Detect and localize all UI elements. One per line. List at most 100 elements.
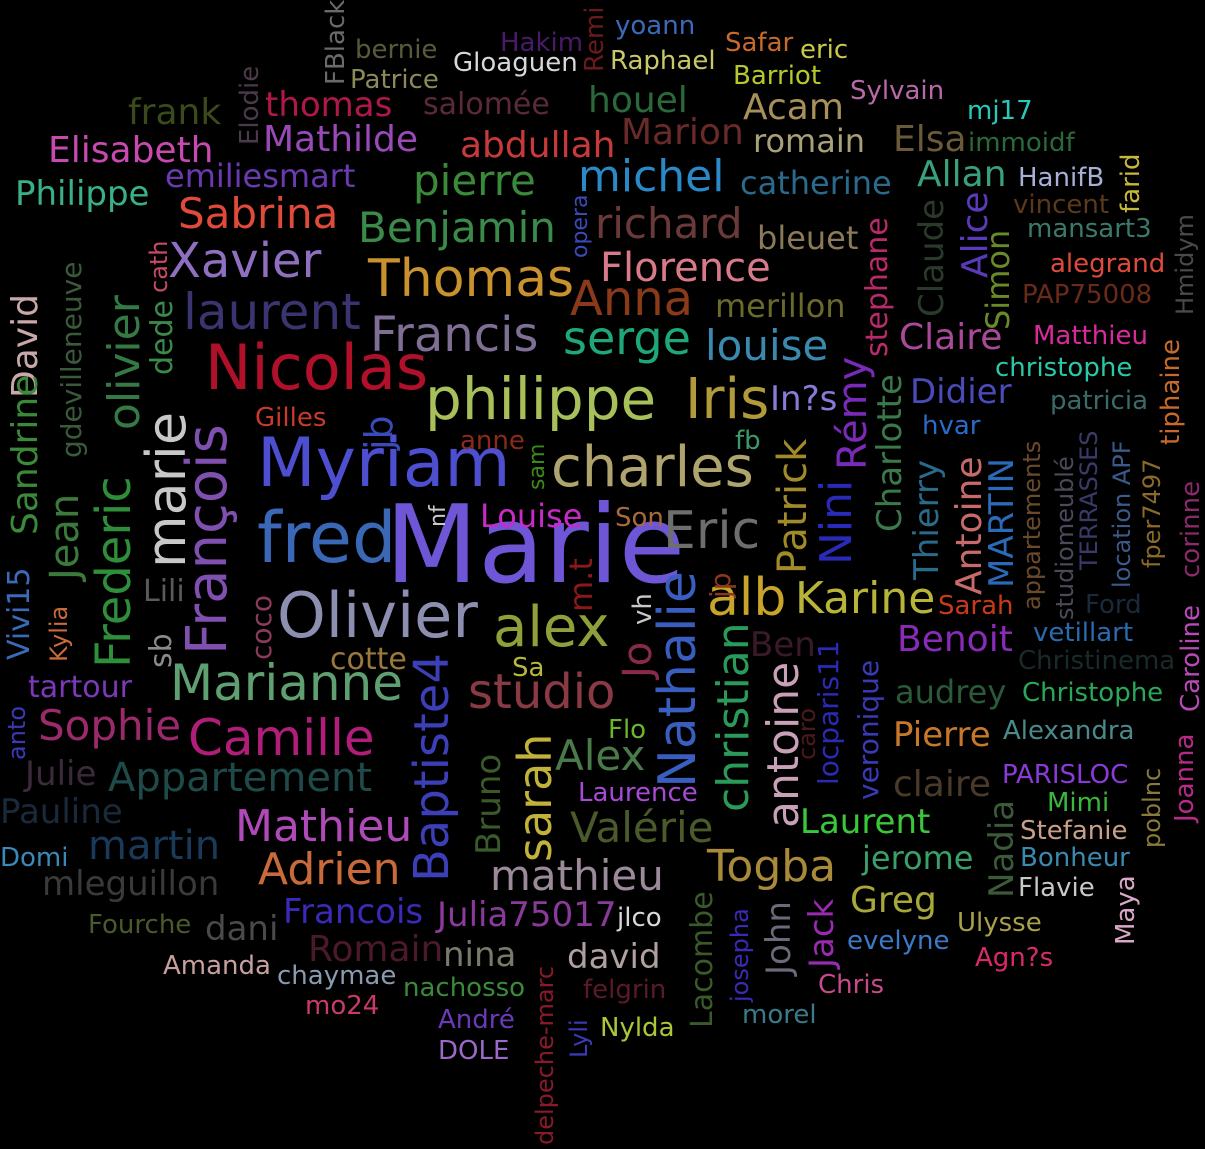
word-anne: anne (460, 426, 525, 456)
word-felgrin: felgrin (583, 975, 667, 1005)
word-ford: Ford (1085, 590, 1142, 620)
word-caroline: Caroline (1176, 604, 1205, 712)
word-claire: Claire (899, 317, 1003, 358)
word-nathalie: Nathalie (648, 571, 708, 788)
word-pauline: Pauline (0, 792, 123, 832)
word-studiomeuble: studiomeublé (1051, 456, 1079, 620)
word-philippe: philippe (425, 365, 657, 433)
word-alb: alb (707, 568, 787, 628)
word-benoit: Benoit (897, 619, 1013, 660)
word-salomee: salomée (423, 87, 550, 122)
word-bonheur: Bonheur (1020, 843, 1130, 873)
word-francis: Francis (370, 307, 539, 363)
word-mathieu-lower: mathieu (490, 851, 664, 900)
word-parisloc: PARISLOC (1002, 760, 1129, 790)
word-frederic: Frederic (86, 476, 142, 668)
word-martin: MARTIN (982, 458, 1022, 588)
word-louise-cap: Louise (480, 497, 583, 535)
word-baptiste4: Baptiste4 (404, 653, 460, 882)
word-simon: Simon (979, 229, 1017, 330)
word-acam: Acam (743, 87, 844, 128)
word-nachosso: nachosso (403, 973, 526, 1003)
word-merillon: merillon (715, 287, 846, 325)
word-mimi: Mimi (1047, 788, 1110, 818)
word-alegrand: alegrand (1050, 249, 1166, 279)
word-christinema: Christinema (1018, 646, 1176, 676)
word-fper7497: fper7497 (1138, 458, 1166, 568)
word-jean: Jean (42, 493, 88, 580)
word-patrick: Patrick (770, 438, 816, 574)
word-fourche: Fourche (88, 910, 192, 940)
word-jerome: jerome (862, 839, 974, 877)
word-karine: Karine (795, 573, 936, 624)
word-amanda: Amanda (163, 951, 271, 981)
word-lacombe: Lacombe (685, 891, 720, 1028)
word-kylia: Kylia (45, 605, 73, 662)
word-corinne: corinne (1176, 480, 1205, 578)
word-dani: dani (205, 909, 279, 949)
word-jlco: jlco (617, 903, 662, 933)
word-christophe: christophe (995, 353, 1133, 383)
word-opera: opera (568, 194, 593, 259)
word-morel: morel (742, 1000, 817, 1030)
word-nini: Nini (811, 479, 862, 565)
word-cotte: cotte (330, 642, 407, 677)
word-olivier-lower: olivier (99, 295, 150, 430)
word-alex-cap: Alex (555, 731, 646, 780)
word-richard: richard (595, 199, 743, 248)
word-andre: André (438, 1005, 515, 1035)
word-appartements: appartements (1018, 440, 1046, 610)
word-nylda: Nylda (600, 1013, 675, 1043)
word-poblnc: poblnc (1138, 767, 1166, 848)
word-mo24: mo24 (305, 991, 380, 1021)
word-greg: Greg (850, 880, 937, 921)
word-david-lower: david (567, 937, 661, 977)
word-francois-noaccent: Francois (283, 892, 424, 932)
word-gloaguen: Gloaguen (453, 48, 578, 78)
word-maya: Maya (1111, 875, 1141, 945)
word-sarah-cap: Sarah (938, 591, 1014, 621)
word-mleguillon: mleguillon (42, 864, 220, 904)
word-tartour: tartour (28, 670, 132, 705)
word-cath: cath (145, 240, 173, 293)
word-appartement: Appartement (108, 755, 373, 801)
word-catherine: catherine (740, 164, 892, 202)
word-houel: houel (588, 80, 688, 121)
word-immoidf: immoidf (968, 128, 1075, 158)
word-vetillart: vetillart (1033, 618, 1134, 648)
word-benjamin: Benjamin (358, 203, 556, 252)
word-hakim: Hakim (500, 28, 584, 58)
word-caro: caro (793, 708, 821, 760)
word-sarah: sarah (508, 733, 562, 862)
word-pierre: Pierre (893, 715, 991, 755)
word-sylvain: Sylvain (850, 76, 945, 106)
word-nadia: Nadia (982, 799, 1022, 898)
word-martin-lower: martin (88, 823, 221, 869)
word-didier: Didier (910, 372, 1012, 412)
word-remi: Remi (580, 6, 610, 72)
word-julia75017: Julia75017 (437, 895, 617, 935)
word-flavie: Flavie (1018, 873, 1095, 903)
word-hanifb: HanifB (1018, 163, 1105, 193)
word-anna: Anna (570, 271, 694, 327)
word-valerie: Valérie (570, 803, 714, 852)
word-delpeche-marc: delpeche-marc (531, 965, 559, 1145)
word-nicolas: Nicolas (205, 331, 429, 404)
word-veronique: veronique (852, 659, 885, 800)
word-terrasses: TERRASSES (1075, 430, 1103, 571)
word-pap75008: PAP75008 (1022, 280, 1153, 310)
word-louise: louise (705, 321, 829, 370)
word-marion: Marion (621, 112, 744, 153)
word-emiliesmart: emiliesmart (165, 157, 356, 195)
word-adrien: Adrien (258, 844, 401, 895)
word-camille: Camille (188, 709, 375, 767)
word-charles: charles (551, 435, 754, 500)
word-marie-large: Marie (385, 483, 686, 608)
word-domi: Domi (0, 843, 69, 873)
word-josepha: josepha (726, 908, 754, 1002)
word-yoann: yoann (615, 11, 696, 41)
word-florence: Florence (600, 245, 771, 291)
word-claire-lower: claire (893, 764, 992, 805)
word-myriam: Myriam (257, 424, 511, 503)
